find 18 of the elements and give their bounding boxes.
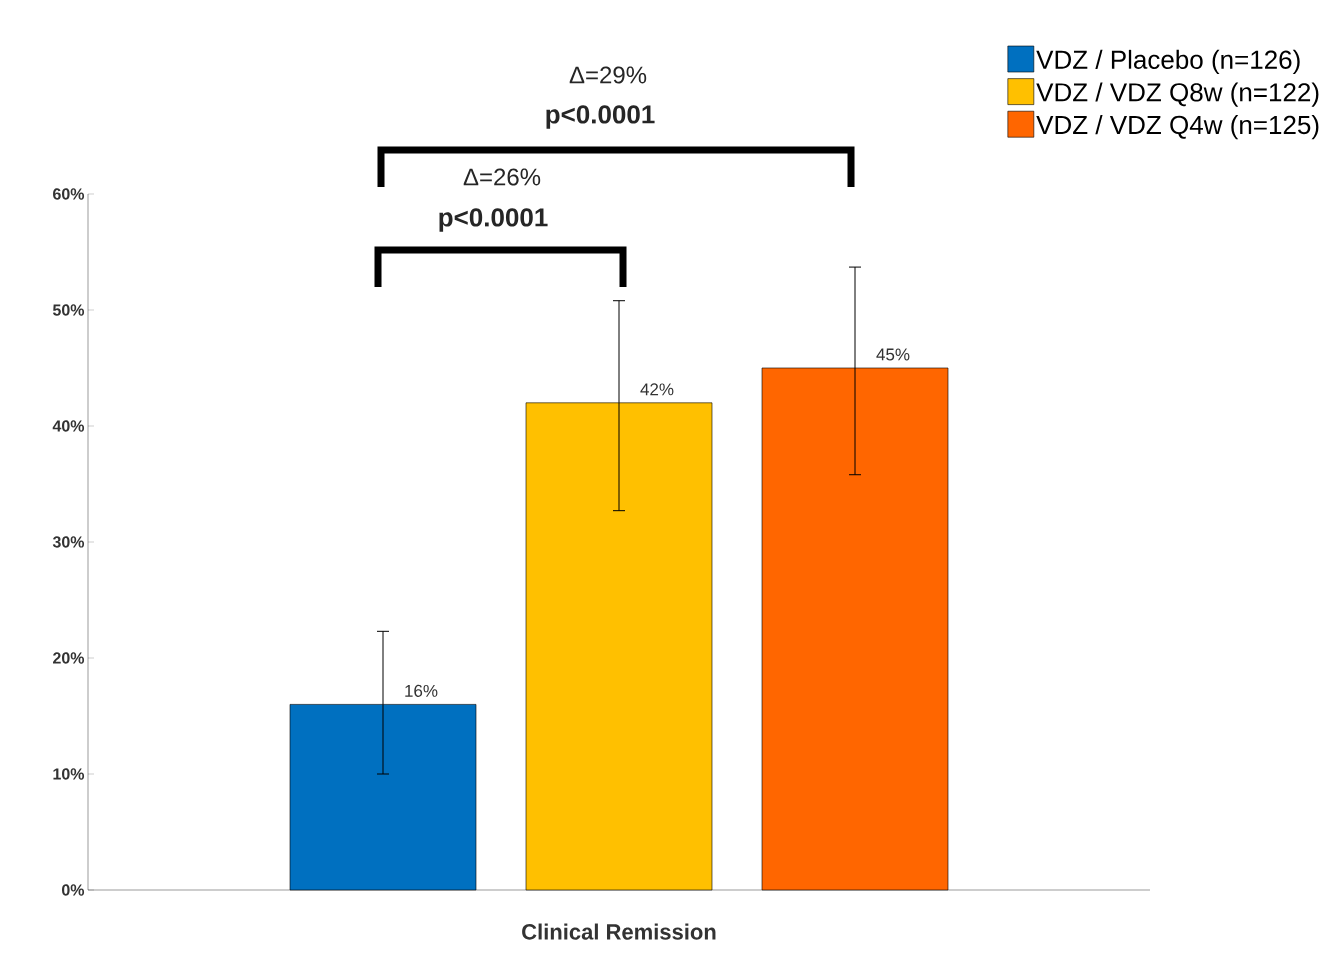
text: Δ=29% — [569, 66, 647, 84]
legend-label: VDZ / VDZ Q8w (n=122) — [1036, 82, 1319, 107]
annotation: p<0.0001 — [439, 208, 548, 232]
text: p<0.0001 — [546, 105, 655, 129]
y-tick-label: 60% — [53, 188, 85, 200]
legend-label: VDZ / VDZ Q4w (n=125) — [1036, 115, 1319, 140]
y-tick-label: 50% — [52, 304, 85, 316]
legend-label: VDZ / Placebo (n=126) — [1036, 49, 1300, 75]
data-label: 16% — [405, 684, 438, 697]
y-tick-label: 40% — [52, 420, 85, 432]
data-label: 42% — [640, 383, 674, 396]
text: Δ=26% — [463, 168, 541, 186]
y-tick-label: 20% — [53, 652, 85, 664]
x-tick-label: Clinical Remission — [522, 923, 716, 940]
y-tick-label: 0% — [62, 884, 85, 896]
y-tick-label: 10% — [53, 768, 85, 780]
y-tick-label: 30% — [52, 536, 85, 548]
data-label: 45% — [876, 348, 910, 361]
